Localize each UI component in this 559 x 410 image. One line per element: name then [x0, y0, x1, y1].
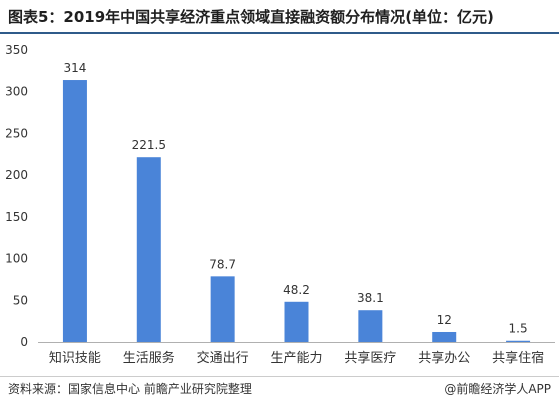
bar-1 — [62, 80, 87, 342]
y-tick-label: 350 — [5, 43, 28, 57]
data-label: 1.5 — [509, 322, 528, 336]
x-tick-label: 交通出行 — [197, 350, 249, 366]
brand-credit: @前瞻经济学人APP — [444, 382, 551, 396]
x-tick-label: 共享住宿 — [492, 350, 544, 366]
title-divider — [0, 32, 559, 34]
bar-series: 314 221.5 78.7 48.2 38.1 12 1.5 — [62, 61, 531, 342]
bar-chart: 0 50 100 150 200 250 300 350 知识技能 生活服务 交通出行 生产能力 共享… — [5, 43, 555, 366]
bar-2 — [136, 157, 161, 342]
bar-7 — [506, 340, 531, 342]
bar-5 — [358, 310, 383, 342]
bar-6 — [432, 331, 457, 342]
y-tick-label: 0 — [20, 335, 28, 349]
data-label: 314 — [63, 61, 86, 75]
bar-4 — [284, 301, 309, 342]
data-label: 78.7 — [209, 257, 236, 271]
chart-title: 图表5：2019年中国共享经济重点领域直接融资额分布情况(单位：亿元) — [8, 8, 494, 26]
x-axis: 知识技能 生活服务 交通出行 生产能力 共享医疗 共享办公 共享住宿 — [38, 342, 555, 366]
y-tick-label: 200 — [5, 168, 28, 182]
data-label: 12 — [437, 313, 452, 327]
x-tick-label: 共享医疗 — [344, 350, 396, 366]
x-tick-label: 共享办公 — [418, 350, 470, 366]
y-tick-label: 250 — [5, 126, 28, 140]
footer-divider — [0, 376, 559, 377]
bar-3 — [210, 276, 235, 342]
data-label: 48.2 — [283, 283, 310, 297]
y-axis: 0 50 100 150 200 250 300 350 — [5, 43, 28, 349]
data-label: 221.5 — [132, 138, 166, 152]
x-tick-label: 生活服务 — [123, 350, 175, 366]
y-tick-label: 50 — [13, 293, 28, 307]
x-tick-label: 生产能力 — [270, 351, 322, 366]
y-tick-label: 150 — [5, 210, 28, 224]
source-note: 资料来源：国家信息中心 前瞻产业研究院整理 — [8, 382, 252, 396]
data-label: 38.1 — [357, 291, 384, 305]
x-tick-label: 知识技能 — [49, 350, 101, 366]
y-tick-label: 300 — [5, 85, 28, 99]
y-tick-label: 100 — [5, 252, 28, 266]
